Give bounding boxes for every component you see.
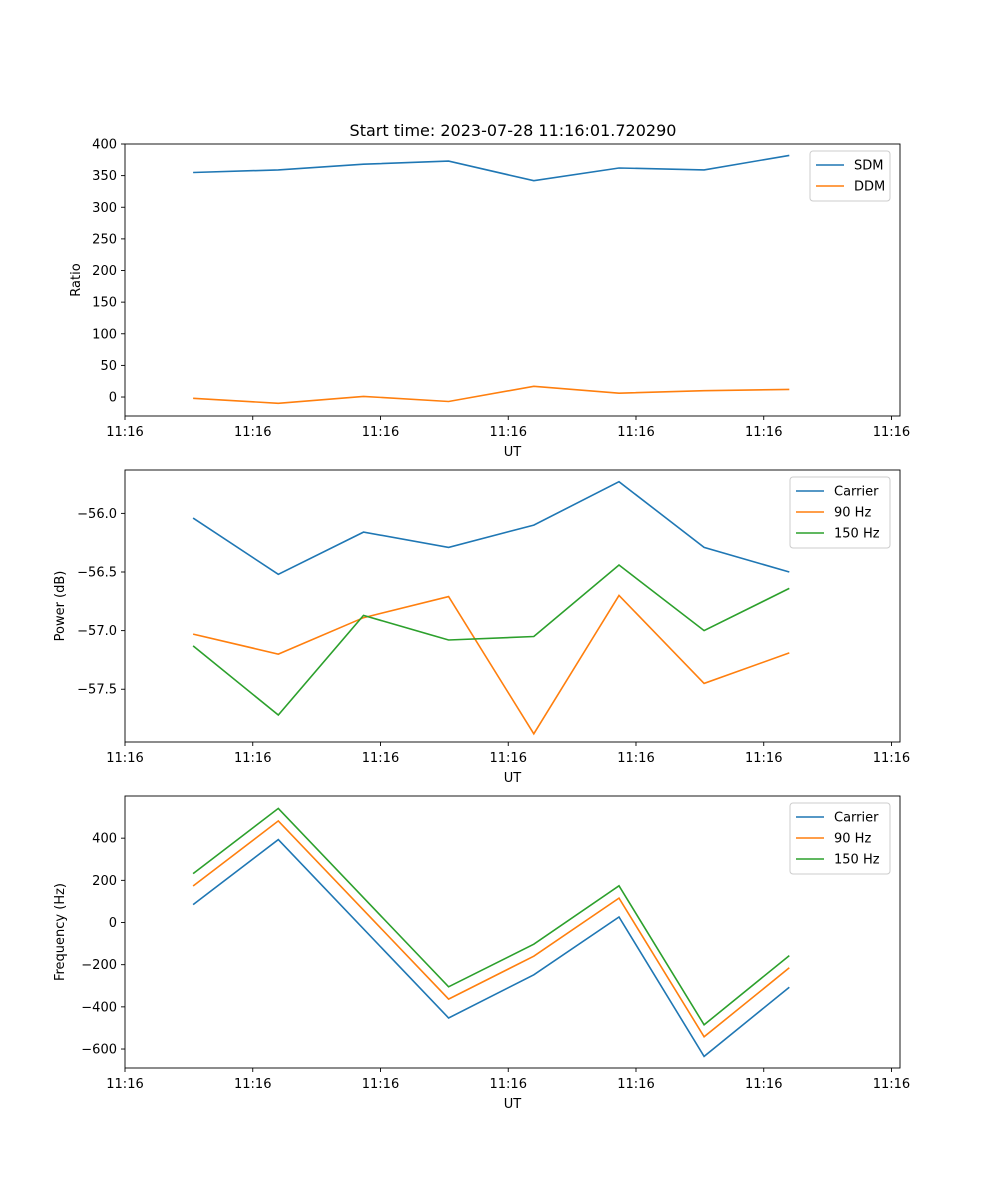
x-axis-label: UT <box>504 771 522 786</box>
x-tick-label: 11:16 <box>617 1077 654 1092</box>
y-tick-label: −600 <box>81 1043 117 1058</box>
series-line-90-hz <box>192 819 790 1038</box>
legend-entry: 90 Hz <box>834 832 871 847</box>
x-axis-label: UT <box>504 1097 522 1112</box>
y-tick-label: 400 <box>92 832 117 847</box>
y-tick-label: 400 <box>92 138 117 153</box>
legend: SDM DDM <box>809 150 891 202</box>
y-tick-label: 0 <box>109 916 117 931</box>
x-tick-label: 11:16 <box>106 425 143 440</box>
y-tick-label: −57.0 <box>77 624 117 639</box>
x-tick-label: 11:16 <box>234 425 271 440</box>
legend-entry: 150 Hz <box>834 527 880 542</box>
x-tick-label: 11:16 <box>873 751 910 766</box>
y-tick-label: −200 <box>81 958 117 973</box>
x-tick-label: 11:16 <box>745 1077 782 1092</box>
series-line-90-hz <box>192 594 790 736</box>
subplot-2: 11:16 11:16 11:16 11:16 11:16 11:16 11:16 −57.5… <box>53 469 910 786</box>
x-tick-label: 11:16 <box>873 425 910 440</box>
y-tick-label: 150 <box>92 296 117 311</box>
legend-entry: Carrier <box>834 485 879 500</box>
chart-title: Start time: 2023-07-28 11:16:01.720290 <box>350 121 677 140</box>
y-tick-label: 200 <box>92 874 117 889</box>
x-tick-label: 11:16 <box>234 751 271 766</box>
x-axis-label: UT <box>504 445 522 460</box>
y-tick-label: 200 <box>92 264 117 279</box>
x-tick-label: 11:16 <box>490 425 527 440</box>
y-tick-label: 250 <box>92 232 117 247</box>
series-line-ddm <box>193 385 790 405</box>
y-tick-label: −57.5 <box>77 683 117 698</box>
x-tick-label: 11:16 <box>234 1077 271 1092</box>
legend-box <box>789 802 891 875</box>
x-tick-label: 11:16 <box>106 751 143 766</box>
y-tick-label: −400 <box>81 1000 117 1015</box>
y-axis-label: Frequency (Hz) <box>53 883 68 981</box>
series-line-150-hz <box>192 807 790 1026</box>
x-tick-label: 11:16 <box>617 425 654 440</box>
legend-entry: 90 Hz <box>834 506 871 521</box>
legend-entry: SDM <box>854 159 883 174</box>
y-tick-label: 100 <box>92 327 117 342</box>
series-line-150-hz <box>192 563 790 717</box>
subplot-1: 11:16 11:16 11:16 11:16 11:16 11:16 11:16 0 50 10… <box>69 138 910 461</box>
x-tick-label: 11:16 <box>106 1077 143 1092</box>
legend-entry: Carrier <box>834 811 879 826</box>
y-tick-label: 300 <box>92 201 117 216</box>
legend-box <box>789 476 891 549</box>
series-line-sdm <box>193 154 790 182</box>
series-line-carrier <box>192 480 790 576</box>
legend-box <box>809 150 891 202</box>
x-tick-label: 11:16 <box>490 1077 527 1092</box>
legend-entry: DDM <box>854 180 885 195</box>
y-tick-label: −56.0 <box>77 507 117 522</box>
subplot-3: 11:16 11:16 11:16 11:16 11:16 11:16 11:16 −600 −… <box>53 795 910 1112</box>
x-tick-label: 11:16 <box>490 751 527 766</box>
y-tick-label: 350 <box>92 169 117 184</box>
x-tick-label: 11:16 <box>362 1077 399 1092</box>
x-tick-label: 11:16 <box>745 751 782 766</box>
plots-container: 11:16 11:16 11:16 11:16 11:16 11:16 11:16 0 50 10… <box>53 138 910 1113</box>
x-tick-label: 11:16 <box>362 425 399 440</box>
y-axis-label: Ratio <box>69 263 84 296</box>
series-line-carrier <box>192 838 790 1058</box>
x-tick-label: 11:16 <box>617 751 654 766</box>
x-tick-label: 11:16 <box>745 425 782 440</box>
axes-frame <box>124 469 901 743</box>
y-tick-label: 50 <box>100 359 117 374</box>
x-tick-label: 11:16 <box>362 751 399 766</box>
y-axis-label: Power (dB) <box>53 571 68 642</box>
legend: Carrier 90 Hz 150 Hz <box>789 802 891 875</box>
axes-frame <box>124 795 901 1069</box>
axes-frame <box>124 143 901 417</box>
legend: Carrier 90 Hz 150 Hz <box>789 476 891 549</box>
x-tick-label: 11:16 <box>873 1077 910 1092</box>
legend-entry: 150 Hz <box>834 853 880 868</box>
y-tick-label: −56.5 <box>77 566 117 581</box>
y-tick-label: 0 <box>109 391 117 406</box>
